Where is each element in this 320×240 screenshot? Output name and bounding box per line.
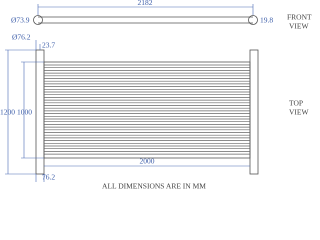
dimension-label: 23.7 [42, 41, 55, 50]
top-view: Ø76.2 23.7 1200 1000 2000 76.2 TOP VIEW [0, 33, 309, 182]
core-tubes [44, 64, 250, 155]
dimension-label: 2182 [138, 0, 153, 7]
dimension-label: Ø73.9 [11, 16, 30, 25]
header [35, 49, 45, 175]
core [43, 61, 251, 159]
dimension-label: 2000 [140, 157, 155, 166]
view-label: VIEW [289, 22, 309, 31]
dimension-label: 19.8 [260, 16, 273, 25]
front-view: 2182 Ø73.9 19.8 FRONT VIEW [11, 0, 312, 31]
dimension-label: 76.2 [42, 173, 55, 182]
dimension-label: 1000 [17, 108, 32, 117]
view-label: VIEW [289, 108, 309, 117]
drawing: 2182 Ø73.9 19.8 FRONT VIEW Ø76.2 23.7 12… [0, 0, 312, 191]
tube-end [248, 15, 258, 25]
view-label: TOP [289, 99, 303, 108]
dimension-label: 1200 [0, 108, 15, 117]
header [249, 49, 259, 175]
view-label: FRONT [287, 13, 312, 22]
dimension-label: Ø76.2 [12, 33, 31, 42]
footer-note: ALL DIMENSIONS ARE IN MM [102, 182, 206, 191]
tube-end [33, 15, 43, 25]
